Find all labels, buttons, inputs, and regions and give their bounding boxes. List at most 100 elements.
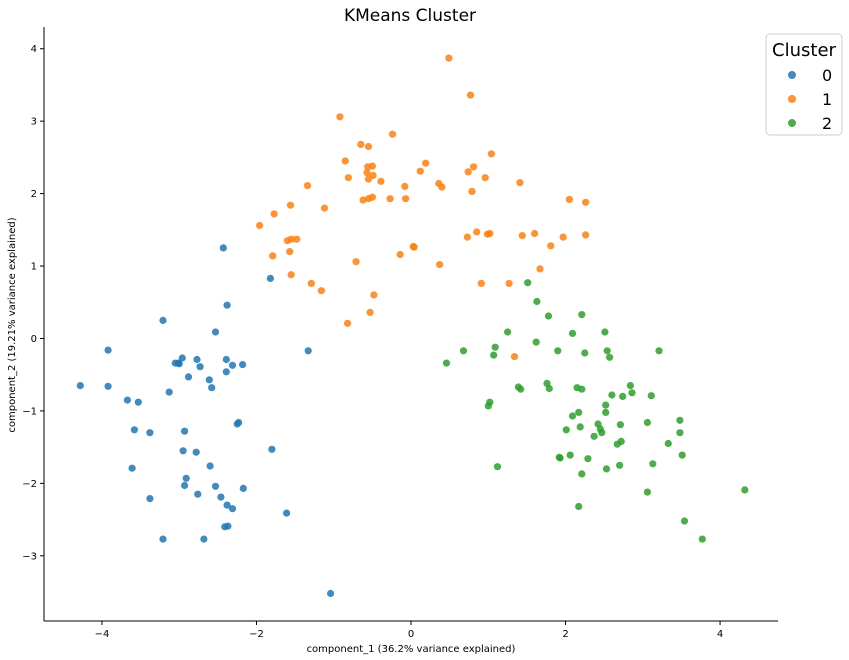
scatter-point-cluster-1 <box>344 174 352 182</box>
scatter-point-cluster-1 <box>468 187 476 195</box>
scatter-point-cluster-2 <box>608 391 616 399</box>
scatter-point-cluster-1 <box>536 265 544 273</box>
scatter-point-cluster-0 <box>104 346 112 354</box>
legend-title: Cluster <box>772 40 836 61</box>
scatter-point-cluster-0 <box>182 474 190 482</box>
scatter-point-cluster-1 <box>352 258 360 266</box>
scatter-point-cluster-1 <box>483 230 492 238</box>
legend-marker-2 <box>788 119 796 127</box>
x-axis-title: component_1 (36.2% variance explained) <box>307 644 516 655</box>
scatter-point-cluster-2 <box>698 535 706 543</box>
scatter-point-cluster-1 <box>510 353 519 361</box>
scatter-point-cluster-1 <box>416 167 424 175</box>
scatter-point-cluster-1 <box>364 175 373 183</box>
scatter-point-cluster-2 <box>578 311 586 319</box>
scatter-point-cluster-2 <box>566 451 574 459</box>
scatter-point-cluster-1 <box>531 229 539 238</box>
x-tick-label: 2 <box>562 629 568 640</box>
scatter-point-cluster-1 <box>481 174 489 182</box>
scatter-point-cluster-1 <box>293 235 301 243</box>
scatter-point-cluster-0 <box>179 447 187 455</box>
scatter-point-cluster-0 <box>181 427 189 435</box>
scatter-point-cluster-1 <box>445 54 453 62</box>
scatter-point-cluster-2 <box>664 439 672 448</box>
scatter-point-cluster-1 <box>286 248 294 256</box>
scatter-point-cluster-2 <box>619 392 627 400</box>
scatter-point-cluster-2 <box>568 412 577 420</box>
scatter-point-cluster-1 <box>402 195 410 203</box>
y-tick-label: −2 <box>22 479 37 490</box>
legend-label-2: 2 <box>822 114 832 133</box>
scatter-point-cluster-0 <box>206 462 214 470</box>
scatter-point-cluster-2 <box>533 297 541 306</box>
scatter-point-cluster-2 <box>524 279 532 287</box>
scatter-point-cluster-1 <box>436 261 444 269</box>
scatter-point-cluster-1 <box>559 233 567 241</box>
legend-label-1: 1 <box>822 90 832 109</box>
scatter-point-cluster-1 <box>307 279 315 287</box>
legend-marker-1 <box>788 95 796 103</box>
scatter-point-cluster-2 <box>504 328 512 336</box>
scatter-point-cluster-2 <box>680 517 689 525</box>
scatter-point-cluster-1 <box>487 150 495 158</box>
scatter-point-cluster-0 <box>134 398 142 406</box>
scatter-point-cluster-0 <box>175 360 183 368</box>
scatter-point-cluster-2 <box>655 347 663 355</box>
scatter-point-cluster-2 <box>601 328 609 336</box>
scatter-point-cluster-1 <box>287 235 295 243</box>
legend-frame <box>765 33 843 136</box>
scatter-point-cluster-2 <box>590 432 598 440</box>
scatter-point-cluster-1 <box>547 242 555 250</box>
scatter-point-cluster-0 <box>222 368 230 376</box>
scatter-point-cluster-0 <box>146 429 154 437</box>
scatter-point-cluster-1 <box>341 157 349 165</box>
scatter-point-cluster-1 <box>473 228 481 236</box>
scatter-point-cluster-1 <box>401 182 409 190</box>
scatter-point-cluster-2 <box>741 486 749 494</box>
scatter-point-cluster-1 <box>396 250 404 259</box>
scatter-point-cluster-2 <box>602 465 611 473</box>
scatter-point-cluster-1 <box>410 243 418 251</box>
scatter-point-cluster-0 <box>159 535 167 543</box>
scatter-point-cluster-2 <box>578 385 586 393</box>
scatter-point-cluster-0 <box>196 363 204 371</box>
scatter-point-cluster-0 <box>76 382 84 390</box>
scatter-point-cluster-2 <box>616 421 625 429</box>
scatter-point-cluster-0 <box>193 355 201 364</box>
scatter-point-cluster-0 <box>228 505 237 513</box>
scatter-point-cluster-1 <box>438 183 446 191</box>
scatter-point-cluster-0 <box>184 373 193 381</box>
scatter-point-cluster-2 <box>544 312 553 320</box>
scatter-point-cluster-0 <box>211 328 220 336</box>
scatter-point-cluster-1 <box>477 279 485 287</box>
scatter-point-cluster-2 <box>647 392 655 400</box>
x-tick-label: 4 <box>717 629 723 640</box>
scatter-point-cluster-0 <box>268 445 276 453</box>
scatter-point-cluster-2 <box>616 461 624 469</box>
scatter-point-cluster-1 <box>470 163 478 171</box>
scatter-point-cluster-0 <box>327 589 335 598</box>
scatter-point-cluster-2 <box>602 408 610 416</box>
scatter-point-cluster-2 <box>545 384 553 393</box>
y-tick-label: −1 <box>22 406 37 417</box>
scatter-point-cluster-0 <box>128 464 136 472</box>
scatter-point-cluster-2 <box>562 426 570 434</box>
scatter-point-cluster-1 <box>388 130 397 138</box>
scatter-point-cluster-0 <box>217 493 225 501</box>
scatter-point-cluster-1 <box>320 204 329 212</box>
x-tick-label: −4 <box>95 629 110 640</box>
scatter-point-cluster-2 <box>628 389 636 397</box>
scatter-point-cluster-0 <box>224 522 232 530</box>
scatter-point-cluster-1 <box>256 221 264 230</box>
scatter-point-cluster-1 <box>269 252 277 260</box>
scatter-point-cluster-1 <box>565 195 574 203</box>
scatter-point-cluster-1 <box>303 182 312 190</box>
scatter-point-cluster-1 <box>317 287 325 295</box>
scatter-point-cluster-2 <box>493 463 502 471</box>
scatter-point-cluster-1 <box>287 271 295 279</box>
scatter-point-cluster-2 <box>576 423 584 431</box>
scatter-point-cluster-2 <box>613 440 621 448</box>
scatter-point-cluster-2 <box>643 418 652 427</box>
scatter-point-cluster-2 <box>442 359 451 367</box>
scatter-point-cluster-0 <box>194 490 202 498</box>
